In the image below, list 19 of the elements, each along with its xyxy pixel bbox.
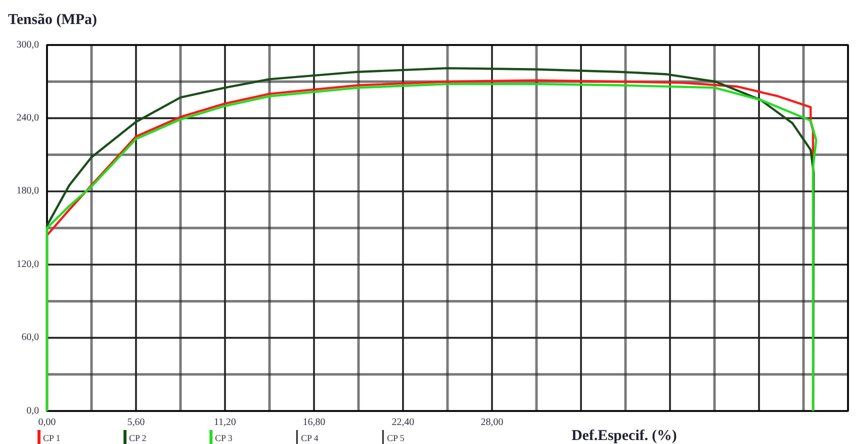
y-axis-title: Tensão (MPa) [8,12,98,28]
y-tick-label: 240,0 [16,112,39,124]
text: CP 4 [301,433,319,443]
y-tick-label: 180,0 [16,186,39,197]
legend-label: CP 3 [215,433,233,443]
y-tick-label: 300,0 [16,39,39,50]
x-tick-label: 11,20 [214,417,236,428]
x-tick-label: 0,00 [38,417,56,428]
x-tick-label: 28,00 [480,417,504,428]
text: CP 5 [387,433,405,443]
y-tick-label: 60,0 [22,332,39,344]
legend-label: CP 1 [43,433,60,443]
x-tick-label: 16,80 [302,417,326,428]
legend-label: CP 2 [129,433,146,443]
x-tick-label: 5,60 [127,417,145,428]
y-tick-label: 0,0 [26,405,39,416]
x-axis-title: Def.Especif. (%) [571,428,677,444]
x-tick-label: 22,40 [392,417,414,428]
y-tick-label: 120,0 [16,258,39,270]
